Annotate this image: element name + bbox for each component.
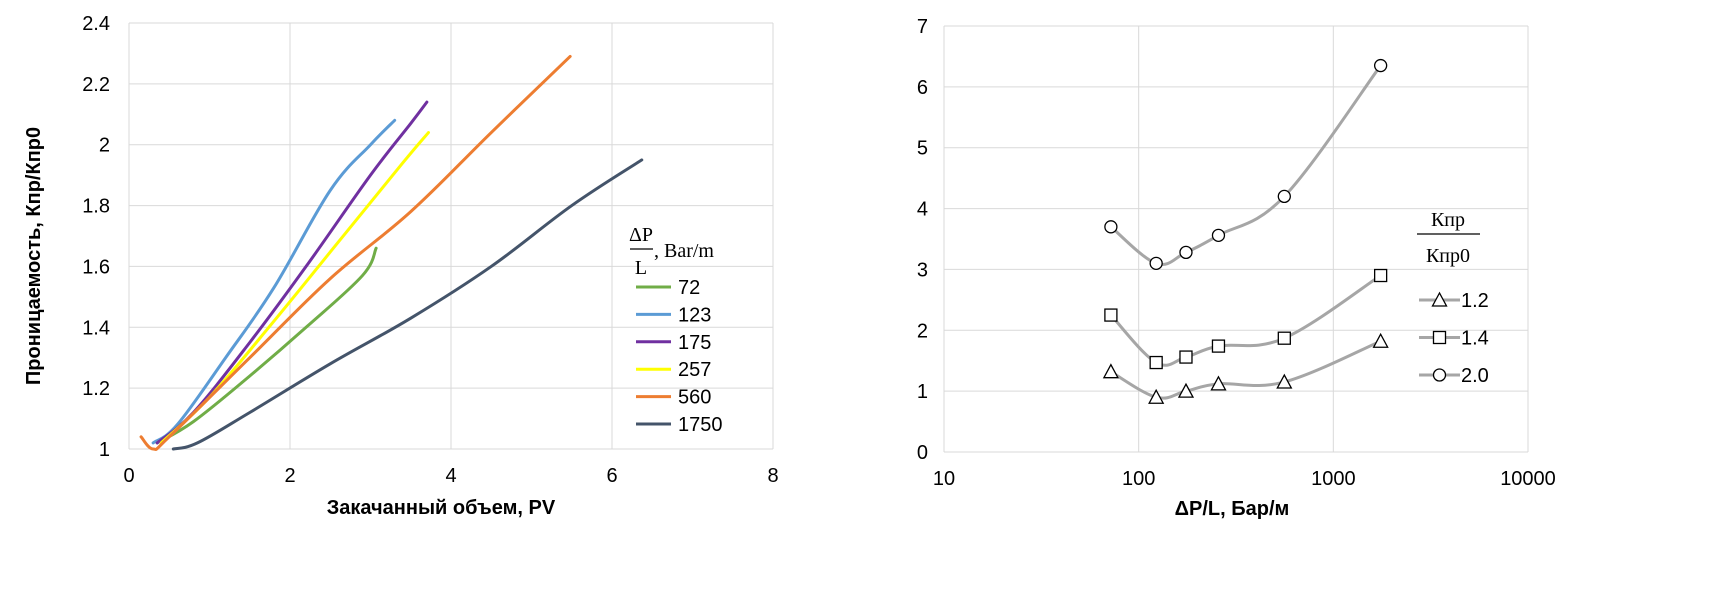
circle-marker bbox=[1149, 256, 1163, 270]
x-tick-label: 6 bbox=[606, 465, 617, 487]
y-tick-label: 7 bbox=[917, 16, 928, 38]
y-tick-label: 2.4 bbox=[82, 13, 110, 35]
x-tick-label: 1000 bbox=[1311, 468, 1356, 490]
y-tick-label: 1.8 bbox=[82, 196, 110, 218]
square-marker bbox=[1104, 308, 1118, 322]
y-tick-label: 1.6 bbox=[82, 256, 110, 278]
triangle-marker bbox=[1102, 363, 1119, 379]
x-tick-label: 100 bbox=[1122, 468, 1155, 490]
x-tick-label: 2 bbox=[284, 465, 295, 487]
circle-marker bbox=[1277, 189, 1291, 204]
y-tick-label: 3 bbox=[917, 259, 928, 281]
series-line-123 bbox=[151, 118, 397, 445]
y-tick-label: 2 bbox=[917, 320, 928, 342]
y-tick-label: 2.2 bbox=[82, 74, 110, 96]
legend-title-denominator: L bbox=[635, 257, 647, 279]
triangle-marker bbox=[1372, 332, 1389, 348]
legend-label: 560 bbox=[678, 387, 711, 409]
x-axis-title: Закачанный объем, PV bbox=[327, 497, 556, 519]
y-tick-label: 2 bbox=[99, 135, 110, 157]
square-marker bbox=[1149, 355, 1163, 370]
series-line-560 bbox=[139, 54, 572, 451]
legend: Кпр Кпр0 1.2 1.4 2.0 bbox=[1417, 209, 1489, 387]
legend-triangle-marker bbox=[1431, 291, 1448, 307]
series-line-1750 bbox=[171, 158, 644, 451]
y-tick-label: 1 bbox=[99, 439, 110, 461]
legend-label: 123 bbox=[678, 304, 711, 326]
y-tick-label: 4 bbox=[917, 199, 928, 221]
legend-square-marker bbox=[1432, 330, 1447, 345]
legend-label: 1.2 bbox=[1461, 290, 1489, 312]
circle-marker bbox=[1179, 245, 1193, 260]
legend-label: 175 bbox=[678, 332, 711, 354]
y-axis-title: Проницаемость, Кпр/Кпр0 bbox=[23, 127, 45, 385]
series-line-257 bbox=[159, 131, 430, 445]
triangle-marker bbox=[1148, 388, 1165, 404]
y-tick-label: 6 bbox=[917, 77, 928, 99]
chart-left: 1 1.2 1.4 1.6 1.8 2 2.2 2.4 0 2 4 6 8 Закачанный объе… bbox=[23, 13, 779, 519]
y-tick-label: 1.4 bbox=[82, 317, 110, 339]
legend-label: 72 bbox=[678, 277, 700, 299]
legend-title-denominator: Кпр0 bbox=[1426, 245, 1470, 267]
x-axis-title: ΔP/L, Бар/м bbox=[1175, 498, 1290, 520]
square-marker bbox=[1373, 268, 1388, 283]
circle-marker bbox=[1211, 228, 1226, 242]
series-line-72 bbox=[155, 246, 378, 445]
legend-title-unit: , Bar/m bbox=[654, 240, 714, 262]
x-tick-label: 0 bbox=[123, 465, 134, 487]
triangle-marker bbox=[1276, 373, 1293, 389]
circle-marker bbox=[1104, 220, 1118, 234]
triangle-marker bbox=[1210, 375, 1227, 391]
triangle-marker bbox=[1177, 382, 1195, 398]
x-tick-label: 10000 bbox=[1500, 468, 1556, 490]
legend-title-numerator: Кпр bbox=[1431, 209, 1465, 231]
legend-label: 257 bbox=[678, 359, 711, 381]
x-tick-label: 10 bbox=[933, 468, 955, 490]
x-tick-label: 4 bbox=[445, 465, 456, 487]
square-marker bbox=[1277, 331, 1291, 345]
legend-label: 1750 bbox=[678, 414, 723, 436]
y-tick-label: 5 bbox=[917, 138, 928, 160]
circle-marker bbox=[1373, 58, 1388, 73]
y-tick-label: 0 bbox=[917, 442, 928, 464]
series-line-1.2 bbox=[1109, 339, 1383, 400]
series-line-1.4 bbox=[1109, 274, 1383, 367]
legend-circle-marker bbox=[1432, 368, 1447, 382]
series-line-2.0 bbox=[1109, 64, 1383, 266]
series-line-175 bbox=[155, 100, 429, 445]
square-marker bbox=[1211, 339, 1226, 353]
legend-label: 1.4 bbox=[1461, 328, 1489, 350]
legend-label: 2.0 bbox=[1461, 365, 1489, 387]
y-tick-label: 1.2 bbox=[82, 378, 110, 400]
legend: ΔP L , Bar/m 72 123 175 257 560 1750 bbox=[629, 224, 722, 436]
legend-title-numerator: ΔP bbox=[629, 224, 653, 246]
y-tick-label: 1 bbox=[917, 381, 928, 403]
x-tick-label: 8 bbox=[767, 465, 778, 487]
square-marker bbox=[1179, 350, 1193, 364]
